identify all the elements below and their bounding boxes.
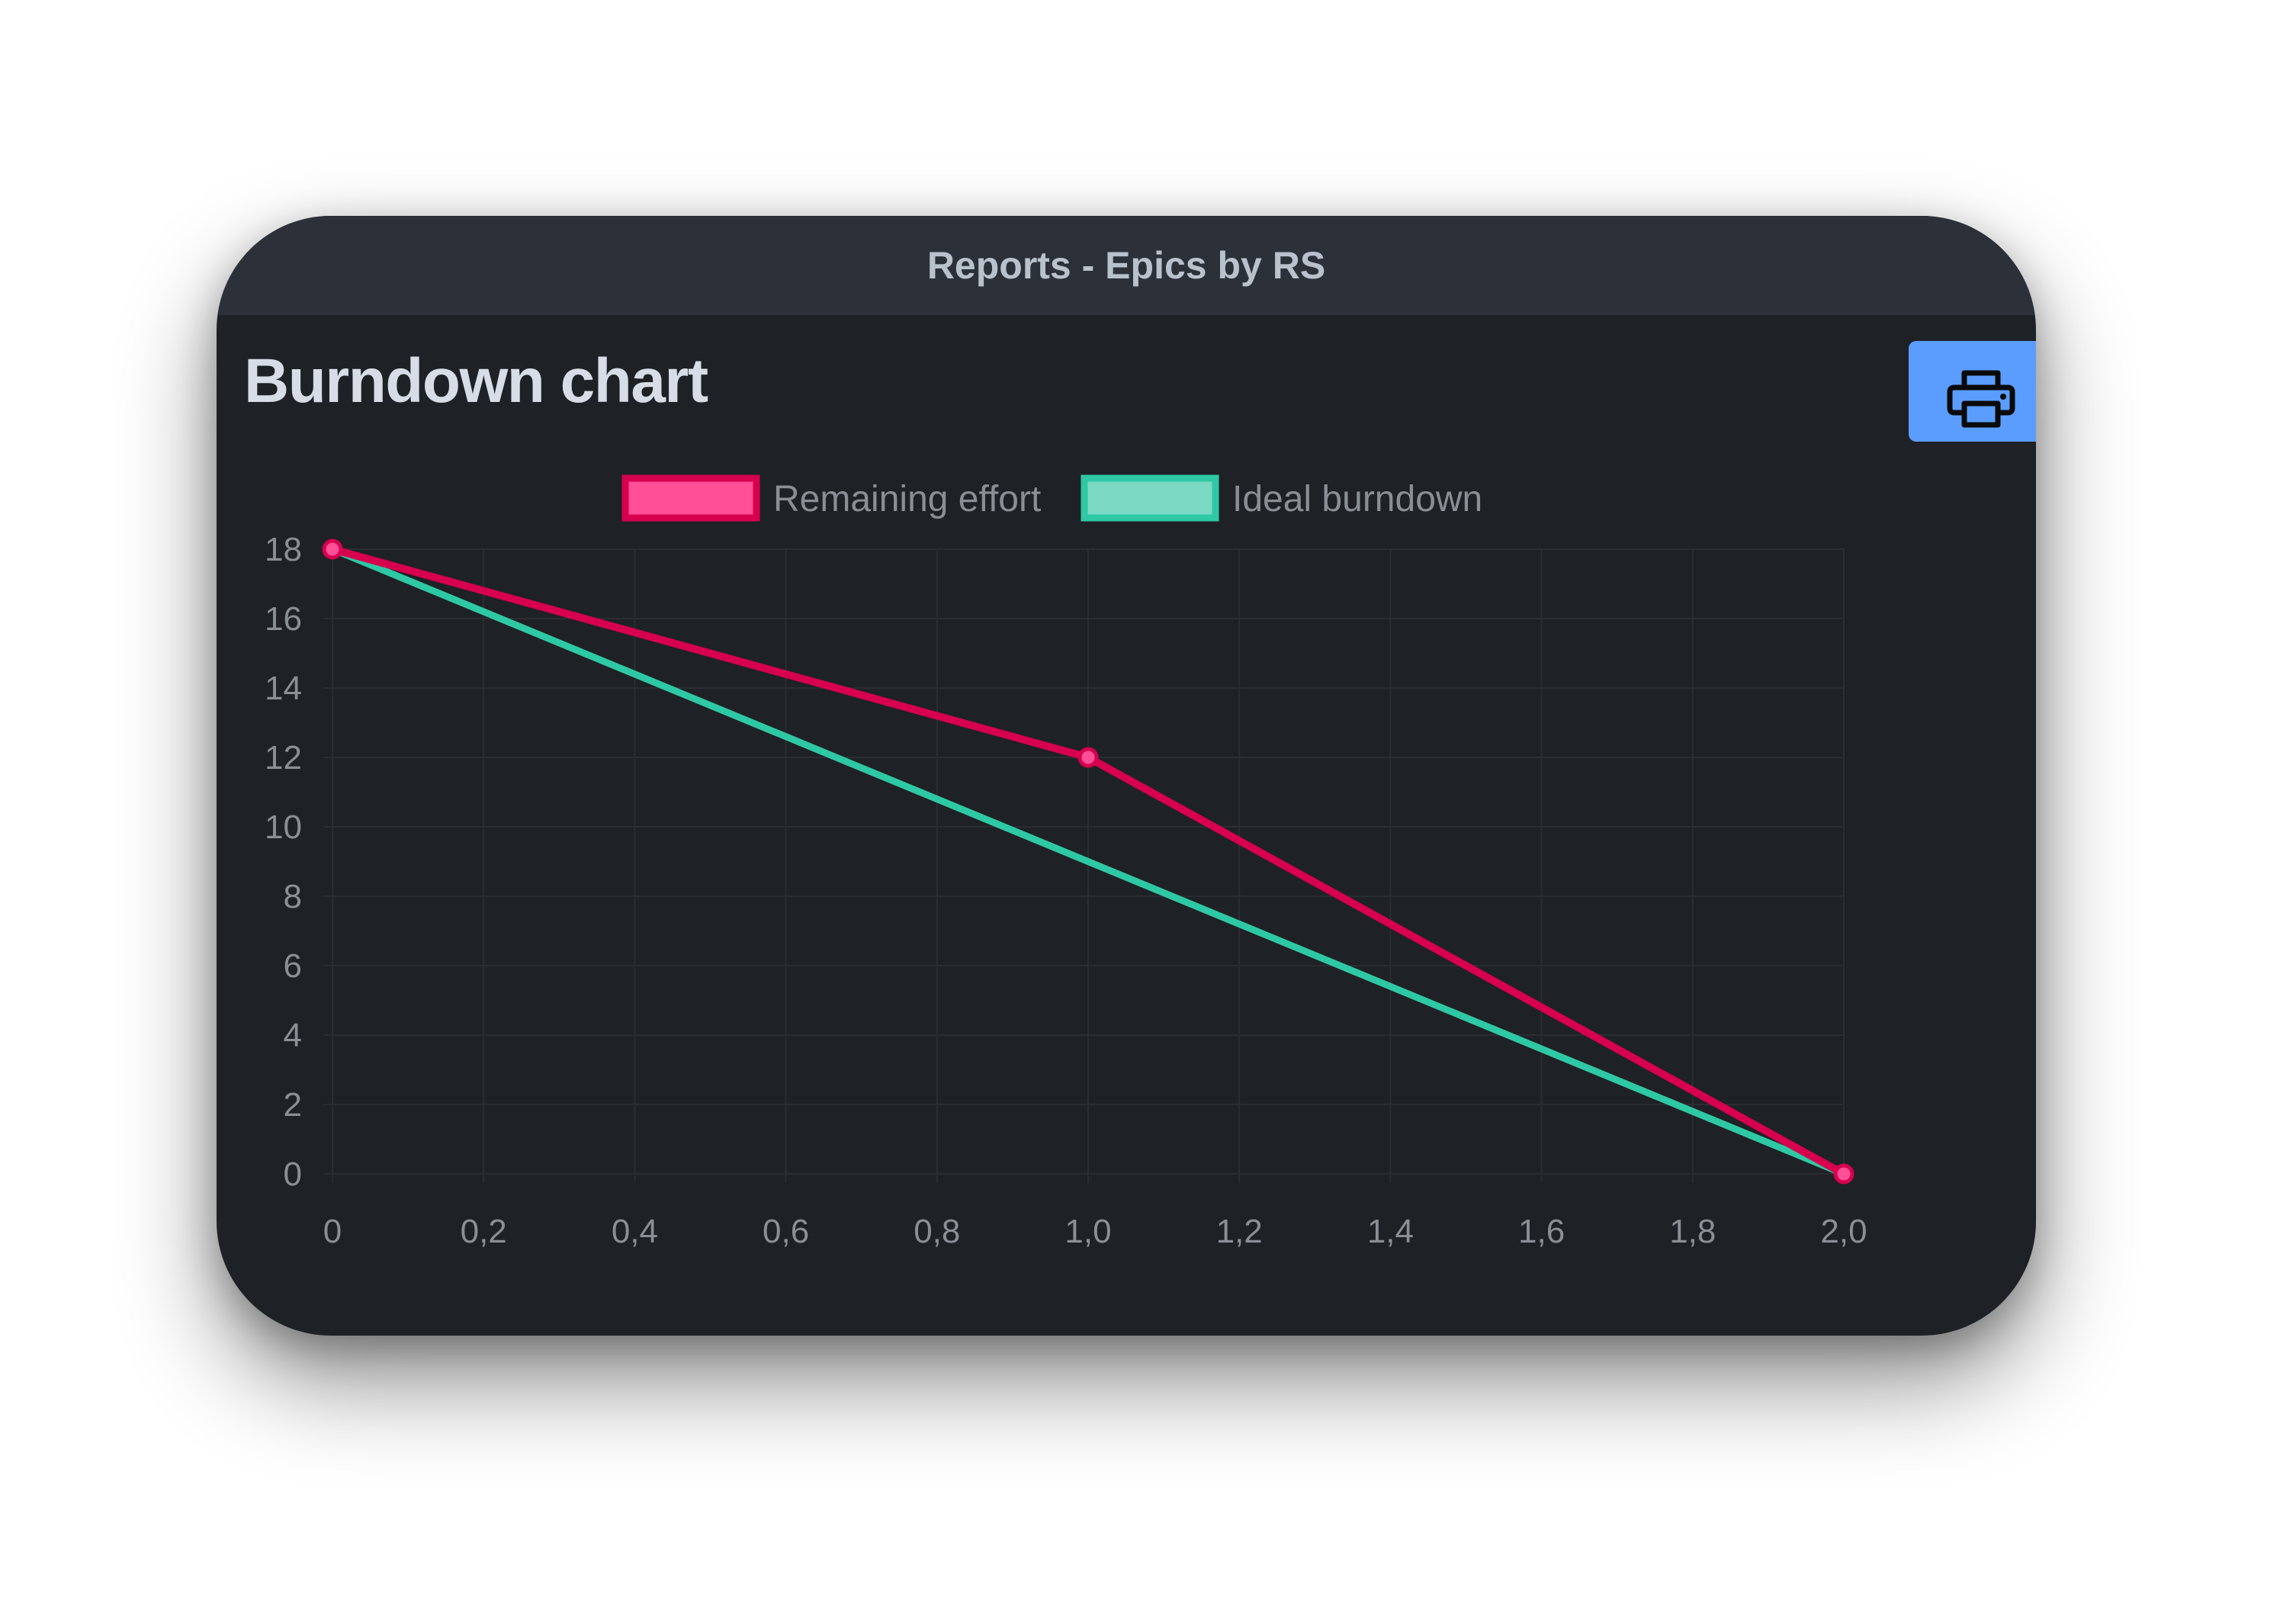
y-tick-label: 2 — [284, 1086, 302, 1124]
y-tick-label: 12 — [265, 739, 302, 776]
y-tick-label: 16 — [265, 600, 302, 638]
data-point — [1833, 1163, 1854, 1185]
page-title: Burndown chart — [244, 346, 708, 416]
chart-grid — [323, 548, 1845, 1183]
x-tick-label: 1,8 — [1669, 1213, 1716, 1250]
chart-ticks: 0 0,2 0,4 0,6 0,8 1,0 1,2 1,4 1,6 1,8 2,0 0 2 4 6 8 10 12… — [265, 531, 1867, 1250]
y-tick-label: 8 — [284, 878, 302, 915]
y-tick-label: 6 — [284, 947, 302, 985]
y-tick-label: 0 — [284, 1156, 302, 1193]
x-tick-label: 2,0 — [1820, 1213, 1867, 1250]
window-title: Reports - Epics by RS — [926, 244, 1326, 287]
chart-legend: Remaining effort Ideal burndown — [621, 474, 1482, 522]
x-tick-label: 1,2 — [1216, 1213, 1263, 1250]
x-tick-label: 0,4 — [612, 1213, 658, 1250]
legend-swatch — [621, 474, 760, 522]
x-tick-label: 1,0 — [1065, 1213, 1111, 1250]
report-window: Reports - Epics by RS Burndown chart 0 0,… — [217, 216, 2036, 1336]
y-tick-label: 18 — [265, 531, 302, 568]
chart-series — [322, 539, 1854, 1185]
burndown-chart: 0 0,2 0,4 0,6 0,8 1,0 1,2 1,4 1,6 1,8 2,0 0 2 4 6 8 10 12… — [265, 474, 1867, 1250]
x-tick-label: 0,6 — [763, 1213, 809, 1250]
printer-icon — [1947, 370, 2015, 428]
y-tick-label: 4 — [284, 1017, 302, 1054]
data-point — [322, 539, 343, 560]
x-tick-label: 0 — [323, 1213, 342, 1250]
print-button[interactable] — [1909, 341, 2036, 442]
x-tick-label: 1,6 — [1518, 1213, 1565, 1250]
legend-label: Remaining effort — [773, 479, 1041, 519]
x-tick-label: 0,8 — [914, 1213, 960, 1250]
data-point — [1077, 747, 1099, 768]
legend-label: Ideal burndown — [1232, 479, 1482, 519]
window-titlebar: Reports - Epics by RS — [217, 216, 2036, 315]
y-tick-label: 10 — [265, 809, 302, 846]
legend-swatch — [1081, 474, 1219, 522]
x-tick-label: 0,2 — [461, 1213, 507, 1250]
x-tick-label: 1,4 — [1367, 1213, 1414, 1250]
series-line-1 — [329, 545, 1848, 1178]
y-tick-label: 14 — [265, 670, 302, 707]
